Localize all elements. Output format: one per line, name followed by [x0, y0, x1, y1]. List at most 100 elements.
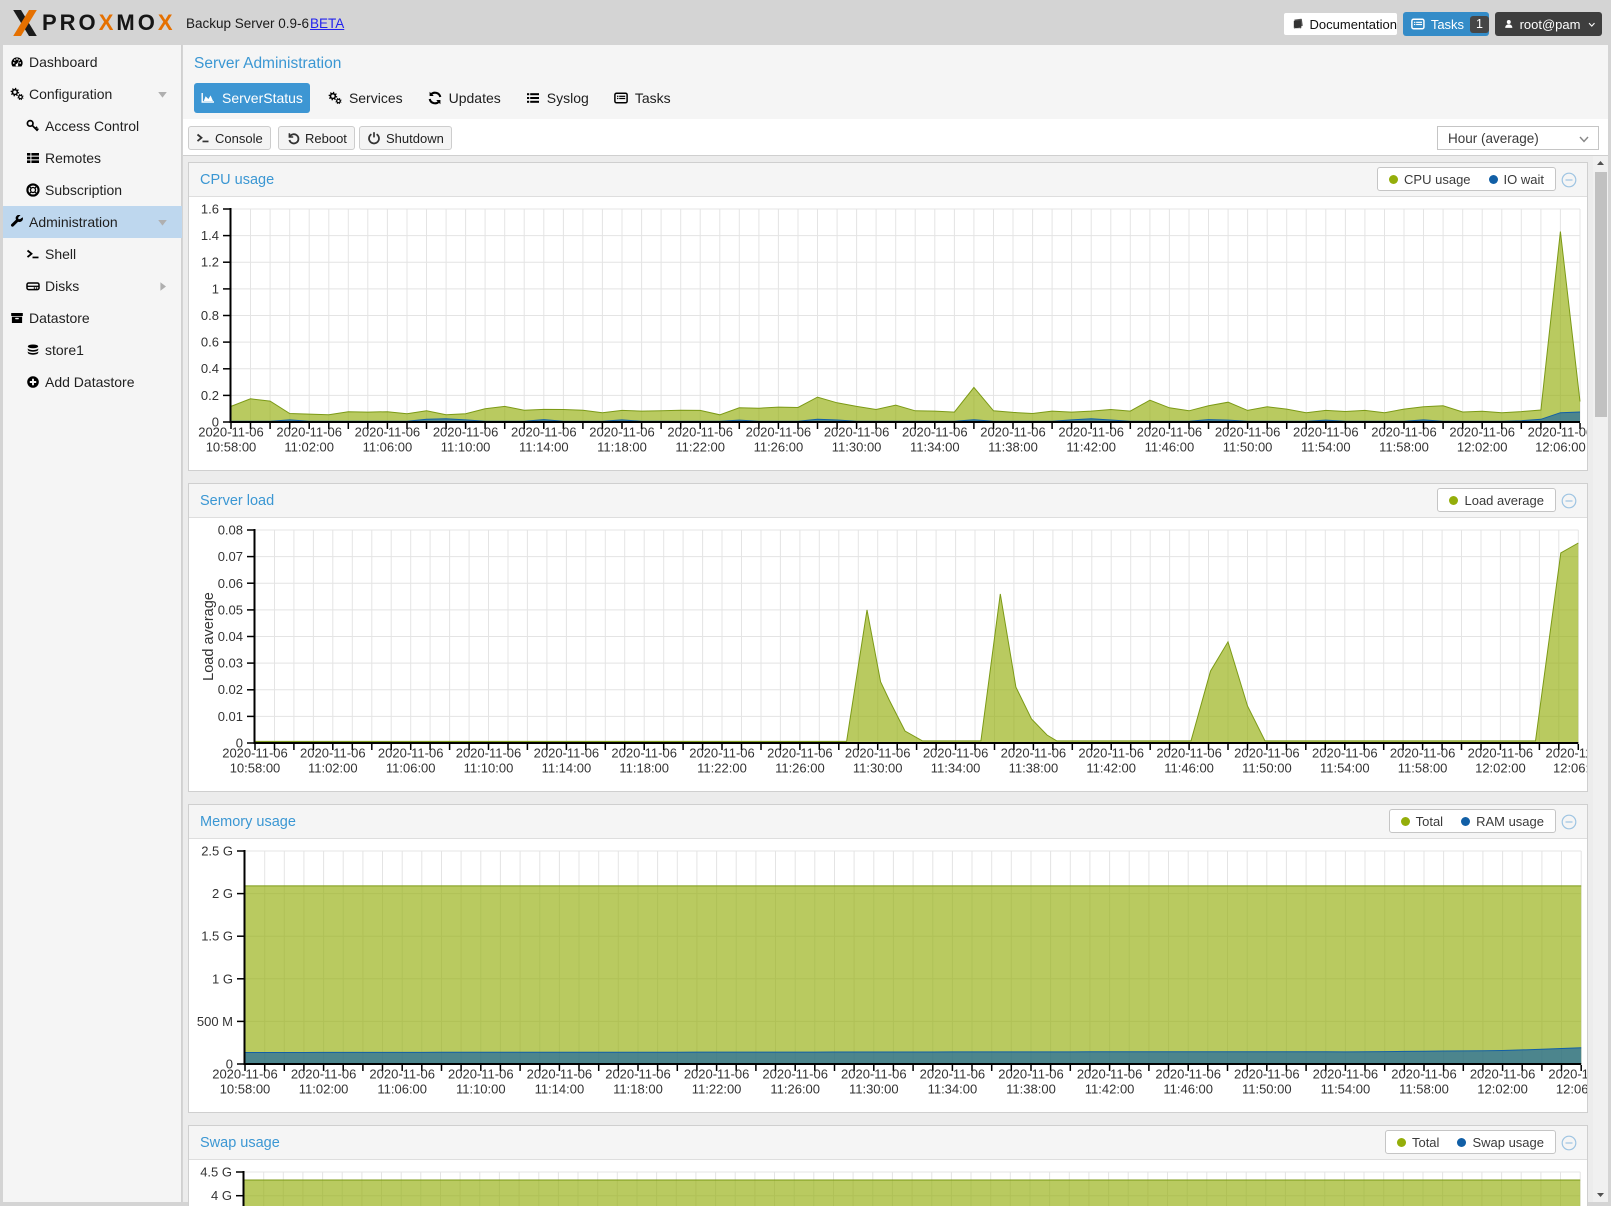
svg-text:11:58:00: 11:58:00 [1379, 440, 1429, 455]
svg-text:2020-11-06: 2020-11-06 [198, 425, 264, 440]
svg-text:11:10:00: 11:10:00 [456, 1082, 506, 1097]
svg-text:2020-11-06: 2020-11-06 [1312, 746, 1378, 761]
svg-text:2020-11-06: 2020-11-06 [589, 425, 655, 440]
svg-text:11:50:00: 11:50:00 [1242, 1082, 1292, 1097]
svg-text:0.03: 0.03 [218, 656, 243, 671]
svg-text:11:22:00: 11:22:00 [675, 440, 725, 455]
svg-text:11:42:00: 11:42:00 [1085, 1082, 1135, 1097]
svg-text:2020-11-06: 2020-11-06 [276, 425, 342, 440]
svg-text:0.08: 0.08 [218, 523, 243, 538]
svg-text:11:54:00: 11:54:00 [1301, 440, 1351, 455]
svg-text:11:18:00: 11:18:00 [613, 1082, 663, 1097]
svg-text:2020-11-06: 2020-11-06 [684, 1067, 750, 1082]
svg-text:2020-11-06: 2020-11-06 [1215, 425, 1281, 440]
svg-text:2020-11-06: 2020-11-06 [1371, 425, 1437, 440]
svg-text:2020-11-06: 2020-11-06 [300, 746, 366, 761]
svg-text:10:58:00: 10:58:00 [220, 1082, 271, 1097]
svg-text:500 M: 500 M [197, 1014, 233, 1029]
svg-text:2020-11-06: 2020-11-06 [902, 425, 968, 440]
svg-text:2020-11-06: 2020-11-06 [1234, 746, 1300, 761]
svg-text:2020-11-06: 2020-11-06 [1058, 425, 1124, 440]
svg-text:11:06:00: 11:06:00 [386, 761, 436, 776]
svg-text:11:06:00: 11:06:00 [363, 440, 413, 455]
svg-text:11:46:00: 11:46:00 [1164, 761, 1214, 776]
svg-text:2020-11-06: 2020-11-06 [511, 425, 577, 440]
svg-text:11:58:00: 11:58:00 [1398, 761, 1448, 776]
svg-text:2020-11-06: 2020-11-06 [920, 1067, 986, 1082]
svg-text:2020-11-06: 2020-11-06 [222, 746, 288, 761]
svg-text:0.04: 0.04 [218, 629, 243, 644]
svg-text:2020-11-06: 2020-11-06 [845, 746, 911, 761]
svg-text:0: 0 [236, 736, 243, 751]
svg-text:2020-11-06: 2020-11-06 [456, 746, 522, 761]
svg-text:11:02:00: 11:02:00 [308, 761, 358, 776]
svg-text:11:54:00: 11:54:00 [1321, 1082, 1371, 1097]
svg-text:2020-11-06: 2020-11-06 [1313, 1067, 1379, 1082]
svg-text:11:42:00: 11:42:00 [1066, 440, 1116, 455]
svg-text:2020-11-06: 2020-11-06 [433, 425, 499, 440]
svg-text:2020-11-06: 2020-11-06 [841, 1067, 907, 1082]
svg-text:2020-11-06: 2020-11-06 [1470, 1067, 1536, 1082]
svg-text:11:10:00: 11:10:00 [464, 761, 514, 776]
svg-text:0.07: 0.07 [218, 549, 243, 564]
svg-text:11:26:00: 11:26:00 [775, 761, 825, 776]
svg-text:2020-11-06: 2020-11-06 [212, 1067, 278, 1082]
svg-text:11:34:00: 11:34:00 [910, 440, 960, 455]
svg-text:11:14:00: 11:14:00 [535, 1082, 585, 1097]
svg-text:11:42:00: 11:42:00 [1086, 761, 1136, 776]
svg-text:11:34:00: 11:34:00 [928, 1082, 978, 1097]
svg-text:11:18:00: 11:18:00 [597, 440, 647, 455]
svg-text:0.4: 0.4 [201, 361, 219, 376]
svg-text:2020-11-06: 2020-11-06 [1293, 425, 1359, 440]
svg-text:2020-11-06: 2020-11-06 [1078, 746, 1144, 761]
svg-text:2020-11-06: 2020-11-06 [746, 425, 812, 440]
svg-text:4.5 G: 4.5 G [200, 1165, 232, 1180]
svg-text:1.5 G: 1.5 G [201, 929, 233, 944]
svg-text:2020-11-06: 2020-11-06 [448, 1067, 514, 1082]
svg-text:0.8: 0.8 [201, 308, 219, 323]
svg-text:11:50:00: 11:50:00 [1223, 440, 1273, 455]
svg-text:12:02:00: 12:02:00 [1475, 761, 1526, 776]
svg-text:1: 1 [212, 281, 219, 296]
svg-text:2020-11-06: 2020-11-06 [762, 1067, 828, 1082]
svg-text:1.4: 1.4 [201, 228, 219, 243]
svg-text:4 G: 4 G [211, 1188, 232, 1203]
svg-text:0.01: 0.01 [218, 709, 243, 724]
svg-text:11:18:00: 11:18:00 [619, 761, 669, 776]
svg-text:11:30:00: 11:30:00 [849, 1082, 899, 1097]
svg-text:12:06:00: 12:06:00 [1535, 440, 1586, 455]
svg-text:10:58:00: 10:58:00 [230, 761, 281, 776]
svg-text:11:02:00: 11:02:00 [299, 1082, 349, 1097]
svg-text:11:14:00: 11:14:00 [542, 761, 592, 776]
svg-text:11:38:00: 11:38:00 [988, 440, 1038, 455]
svg-text:2020-11-06: 2020-11-06 [534, 746, 600, 761]
svg-text:11:22:00: 11:22:00 [692, 1082, 742, 1097]
svg-text:0.02: 0.02 [218, 682, 243, 697]
svg-text:2020-11-06: 2020-11-06 [1234, 1067, 1300, 1082]
svg-text:1.6: 1.6 [201, 202, 219, 217]
svg-text:2020-11-06: 2020-11-06 [767, 746, 833, 761]
svg-text:1.2: 1.2 [201, 255, 219, 270]
svg-text:0: 0 [226, 1057, 233, 1072]
svg-text:11:58:00: 11:58:00 [1399, 1082, 1449, 1097]
svg-text:11:50:00: 11:50:00 [1242, 761, 1292, 776]
svg-text:11:54:00: 11:54:00 [1320, 761, 1370, 776]
svg-text:2020-11-06: 2020-11-06 [998, 1067, 1064, 1082]
svg-text:11:30:00: 11:30:00 [832, 440, 882, 455]
svg-text:2020-11-06: 2020-11-06 [689, 746, 755, 761]
svg-text:2020-11-06: 2020-11-06 [980, 425, 1046, 440]
svg-text:11:46:00: 11:46:00 [1163, 1082, 1213, 1097]
svg-text:2020-11-06: 2020-11-06 [824, 425, 890, 440]
svg-text:11:02:00: 11:02:00 [284, 440, 334, 455]
svg-text:2020-11-06: 2020-11-06 [1001, 746, 1067, 761]
svg-text:2020-11-06: 2020-11-06 [1390, 746, 1456, 761]
svg-text:11:38:00: 11:38:00 [1009, 761, 1059, 776]
svg-text:Load average: Load average [201, 592, 217, 681]
svg-text:2020-11-06: 2020-11-06 [1468, 746, 1534, 761]
svg-text:2020-11-06: 2020-11-06 [1077, 1067, 1143, 1082]
svg-text:2020-11-06: 2020-11-06 [667, 425, 733, 440]
svg-text:0: 0 [212, 415, 219, 430]
svg-text:2020-11-06: 2020-11-06 [611, 746, 677, 761]
svg-text:11:38:00: 11:38:00 [1006, 1082, 1056, 1097]
svg-text:2020-11-06: 2020-11-06 [527, 1067, 593, 1082]
